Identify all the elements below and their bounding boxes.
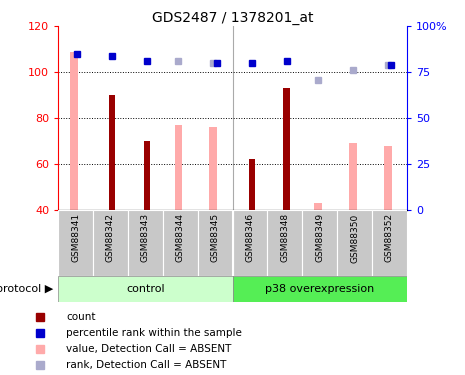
Bar (302, 210, 337, 276)
Bar (109, 95, 115, 210)
Title: GDS2487 / 1378201_at: GDS2487 / 1378201_at (152, 11, 313, 25)
Bar (337, 210, 372, 276)
Bar (58, 276, 232, 302)
Text: GSM88349: GSM88349 (315, 213, 324, 262)
Bar (248, 159, 255, 210)
Text: value, Detection Call = ABSENT: value, Detection Call = ABSENT (66, 344, 232, 354)
Text: GSM88352: GSM88352 (385, 213, 394, 262)
Text: GSM88341: GSM88341 (71, 213, 80, 262)
Text: rank, Detection Call = ABSENT: rank, Detection Call = ABSENT (66, 360, 226, 370)
Text: percentile rank within the sample: percentile rank within the sample (66, 328, 242, 338)
Text: GSM88342: GSM88342 (106, 213, 115, 262)
Bar (267, 210, 302, 276)
Bar (349, 143, 357, 210)
Bar (198, 210, 232, 276)
Bar (314, 203, 322, 210)
Text: count: count (66, 312, 95, 322)
Bar (93, 210, 128, 276)
Bar (70, 51, 78, 210)
Bar (144, 141, 150, 210)
Bar (232, 210, 267, 276)
Bar (58, 210, 93, 276)
Bar (372, 210, 407, 276)
Bar (232, 276, 407, 302)
Text: control: control (126, 284, 165, 294)
Text: GSM88345: GSM88345 (211, 213, 219, 262)
Bar (283, 88, 290, 210)
Text: GSM88350: GSM88350 (350, 213, 359, 262)
Bar (163, 210, 198, 276)
Text: protocol ▶: protocol ▶ (0, 284, 53, 294)
Bar (128, 210, 163, 276)
Bar (384, 146, 392, 210)
Text: GSM88348: GSM88348 (280, 213, 289, 262)
Text: GSM88344: GSM88344 (176, 213, 185, 262)
Text: p38 overexpression: p38 overexpression (265, 284, 374, 294)
Text: GSM88346: GSM88346 (246, 213, 254, 262)
Bar (209, 128, 217, 210)
Text: GSM88343: GSM88343 (141, 213, 150, 262)
Bar (174, 125, 182, 210)
